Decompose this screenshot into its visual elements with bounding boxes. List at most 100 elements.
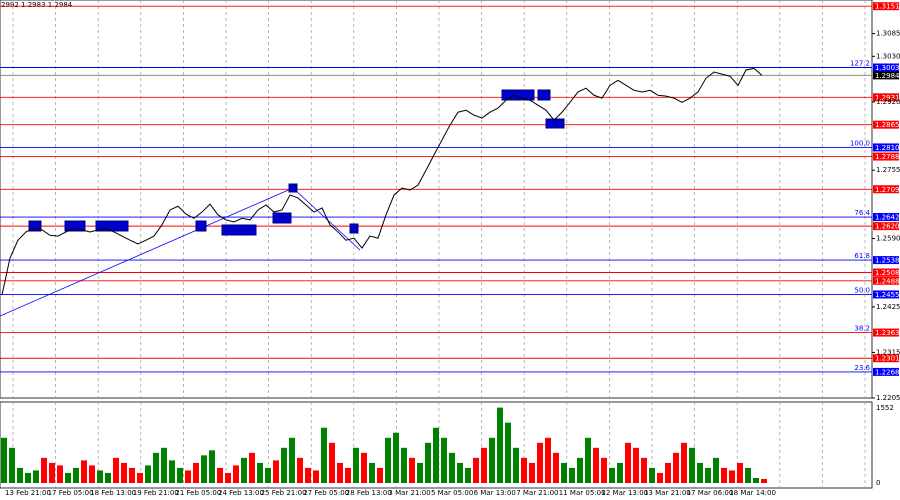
- volume-bar: [761, 478, 767, 483]
- volume-bar: [497, 407, 503, 483]
- level-label: 1.2620: [875, 223, 900, 231]
- volume-bar: [577, 457, 583, 483]
- volume-bar: [385, 437, 391, 483]
- volume-bar: [393, 432, 399, 483]
- volume-bar: [169, 460, 175, 483]
- volume-bar: [593, 447, 599, 483]
- x-tick-label: 21 Feb 05:00: [175, 489, 221, 497]
- volume-bar: [57, 465, 63, 483]
- volume-bar: [145, 465, 151, 483]
- volume-bar: [137, 472, 143, 483]
- fib-label: 76.4: [854, 209, 870, 217]
- trend-line: [0, 187, 294, 317]
- level-label-box: [873, 328, 899, 337]
- volume-bar: [337, 462, 343, 483]
- level-label-box: [873, 152, 899, 161]
- volume-bar: [737, 462, 743, 483]
- volume-bar: [65, 472, 71, 483]
- level-label-box: [873, 256, 899, 265]
- level-label-box: [873, 143, 899, 152]
- x-tick-label: 25 Feb 21:00: [261, 489, 307, 497]
- x-tick-label: 11 Mar 05:00: [559, 489, 606, 497]
- y-tick-label: 1.2920: [876, 98, 900, 106]
- volume-bar: [305, 467, 311, 483]
- price-line: [1, 67, 763, 295]
- volume-bar: [89, 465, 95, 483]
- volume-zero-label: 0: [876, 479, 880, 487]
- volume-bar: [265, 467, 271, 483]
- volume-bar: [345, 467, 351, 483]
- y-tick-label: 1.2315: [876, 348, 900, 356]
- marker: [195, 220, 207, 232]
- level-label: 1.2984: [875, 72, 900, 80]
- volume-bar: [569, 467, 575, 483]
- level-label: 1.2301: [875, 355, 900, 363]
- level-label-box: [873, 2, 899, 11]
- x-tick-label: 19 Feb 21:00: [133, 489, 179, 497]
- volume-bar: [329, 442, 335, 483]
- volume-bar: [41, 457, 47, 483]
- x-tick-label: 7 Mar 21:00: [516, 489, 558, 497]
- level-label: 1.2642: [875, 214, 900, 222]
- volume-bar: [193, 462, 199, 483]
- volume-bar: [225, 472, 231, 483]
- volume-bar: [113, 457, 119, 483]
- volume-bar: [249, 452, 255, 483]
- volume-bar: [33, 470, 39, 483]
- marker: [349, 223, 359, 234]
- volume-bar: [505, 422, 511, 483]
- volume-bar: [465, 467, 471, 483]
- volume-bar: [721, 467, 727, 483]
- volume-bar: [401, 447, 407, 483]
- volume-bar: [481, 447, 487, 483]
- level-label-box: [873, 290, 899, 299]
- volume-bar: [689, 447, 695, 483]
- volume-bar: [489, 437, 495, 483]
- volume-bar: [369, 462, 375, 483]
- level-label-box: [873, 71, 899, 80]
- fib-label: 23.6: [854, 364, 870, 372]
- level-label: 1.2865: [875, 121, 900, 129]
- volume-bar: [529, 462, 535, 483]
- marker: [501, 89, 535, 101]
- volume-max-label: 1552: [876, 404, 894, 412]
- volume-bar: [537, 442, 543, 483]
- volume-bar: [521, 457, 527, 483]
- marker: [545, 118, 565, 129]
- volume-bar: [177, 467, 183, 483]
- y-tick-label: 1.3030: [876, 52, 900, 60]
- volume-bar: [665, 462, 671, 483]
- volume-bar: [441, 437, 447, 483]
- fib-label: 38.2: [854, 325, 870, 333]
- x-tick-label: 13 Mar 21:00: [644, 489, 691, 497]
- level-label-box: [873, 93, 899, 102]
- level-label-box: [873, 185, 899, 194]
- volume-bar: [609, 467, 615, 483]
- volume-bar: [281, 447, 287, 483]
- x-tick-label: 3 Mar 21:00: [388, 489, 430, 497]
- level-label-box: [873, 268, 899, 277]
- volume-bar: [273, 460, 279, 483]
- volume-bar: [49, 462, 55, 483]
- volume-bar: [257, 462, 263, 483]
- level-label: 1.2488: [875, 277, 900, 285]
- volume-bar: [353, 447, 359, 483]
- volume-bar: [129, 467, 135, 483]
- volume-bar: [25, 472, 31, 483]
- x-tick-label: 5 Mar 05:00: [431, 489, 473, 497]
- volume-bar: [377, 467, 383, 483]
- marker: [221, 224, 257, 236]
- marker: [537, 89, 551, 101]
- volume-bar: [457, 462, 463, 483]
- volume-bar: [1, 437, 7, 483]
- level-label-box: [873, 213, 899, 222]
- level-label: 1.2268: [875, 368, 900, 376]
- volume-bar: [633, 447, 639, 483]
- marker: [64, 220, 86, 232]
- level-label-box: [873, 367, 899, 376]
- volume-bar: [697, 462, 703, 483]
- volume-bar: [121, 462, 127, 483]
- y-tick-label: 1.2590: [876, 235, 900, 243]
- level-label: 1.2931: [875, 94, 900, 102]
